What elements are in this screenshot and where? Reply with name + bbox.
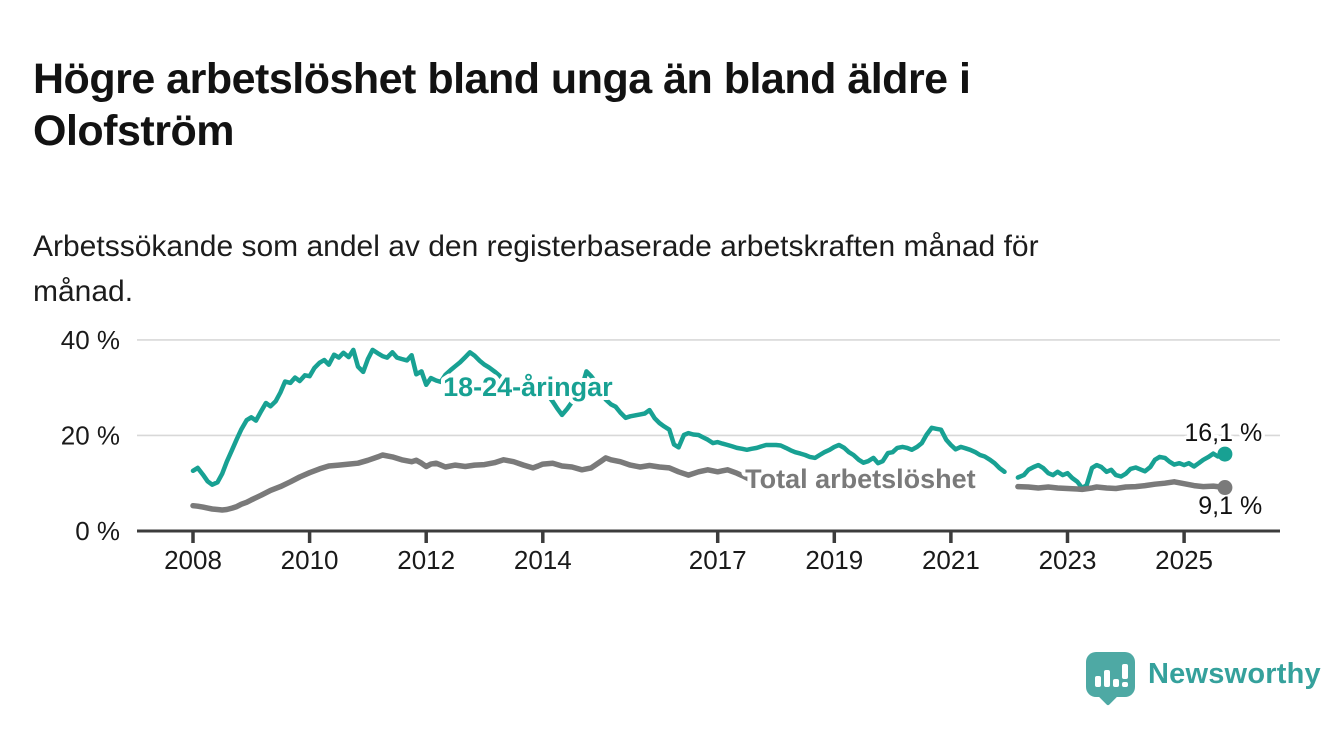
- annotation-total-arbetsl-shet: Total arbetslöshet: [745, 464, 976, 494]
- page-title: Högre arbetslöshet bland unga än bland ä…: [33, 54, 971, 156]
- y-tick-label-0: 0 %: [75, 516, 120, 546]
- series-line-18-24-ringar-segment-1: [190, 347, 1007, 487]
- x-tick-label-2010: 2010: [281, 545, 339, 575]
- y-tick-label-40: 40 %: [61, 325, 120, 355]
- x-tick-label-2021: 2021: [922, 545, 980, 575]
- annotation-16-1: 16,1 %: [1184, 419, 1262, 447]
- x-tick-label-2023: 2023: [1039, 545, 1097, 575]
- y-tick-label-20: 20 %: [61, 420, 120, 450]
- x-tick-label-2025: 2025: [1155, 545, 1213, 575]
- x-tick-label-2019: 2019: [805, 545, 863, 575]
- newsworthy-logo-text: Newsworthy: [1148, 658, 1321, 690]
- page-subtitle: Arbetssökande som andel av den registerb…: [33, 230, 1039, 308]
- x-tick-label-2014: 2014: [514, 545, 572, 575]
- x-tick-label-2012: 2012: [397, 545, 455, 575]
- annotation-18-24-ringar: 18-24-åringar: [443, 372, 613, 402]
- x-tick-label-2008: 2008: [164, 545, 222, 575]
- series-line-total-arbetsl-shet-segment-1: [190, 452, 753, 513]
- x-tick-label-2017: 2017: [689, 545, 747, 575]
- newsworthy-logo: Newsworthy: [1086, 652, 1321, 706]
- logo-exclamation-icon: [1122, 662, 1128, 687]
- series-line-18-24-ringar-segment-2: [1015, 451, 1228, 491]
- annotation-9-1: 9,1 %: [1198, 492, 1262, 520]
- series-line-total-arbetsl-shet-segment-2: [1015, 479, 1228, 493]
- logo-bar-chart-icon: [1095, 662, 1128, 687]
- end-dot-18-24-ringar: [1217, 446, 1233, 462]
- newsworthy-logo-icon: [1086, 652, 1135, 706]
- end-dot-total-arbetsl-shet: [1217, 480, 1233, 496]
